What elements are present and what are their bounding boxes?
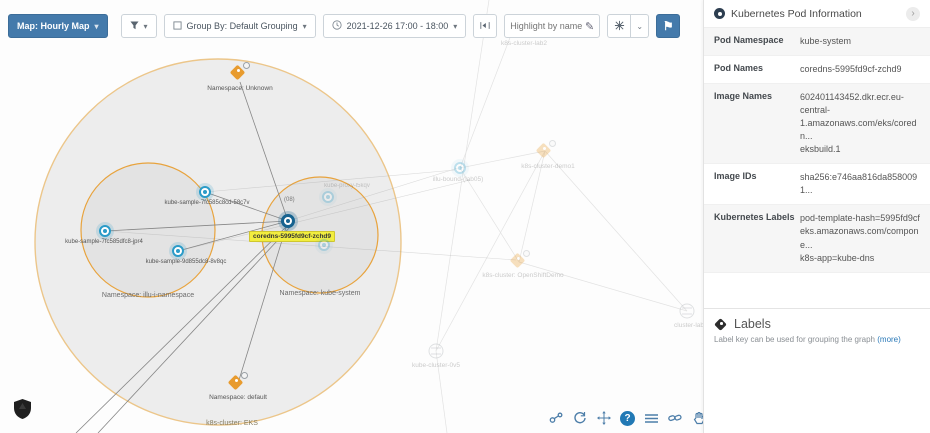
field-value: sha256:e746aa816da8580091... xyxy=(800,172,918,196)
panel-header: Kubernetes Pod Information › xyxy=(704,0,930,28)
field-row: Image IDs sha256:e746aa816da8580091... xyxy=(704,164,930,206)
labels-hint-text: Label key can be used for grouping the g… xyxy=(714,335,878,344)
faded-tag[interactable] xyxy=(508,250,530,272)
pod-info-panel: Kubernetes Pod Information › Pod Namespa… xyxy=(703,0,930,433)
namespace-default-tag[interactable] xyxy=(226,372,248,394)
group-by-button[interactable]: Group By: Default Grouping ▾ xyxy=(163,14,316,38)
map-type-button[interactable]: Map: Hourly Map ▾ xyxy=(8,14,108,38)
faded-pod-label: kube-proxy-l5kqv xyxy=(324,183,370,189)
panel-collapse-button[interactable]: › xyxy=(906,6,920,21)
field-label: Image IDs xyxy=(714,171,757,182)
right-group-label: Namespace: kube-system xyxy=(279,290,361,297)
selected-pod-label: coredns-5995fd9cf-zchd9 xyxy=(248,231,336,242)
field-row: Pod Names coredns-5995fd9cf-zchd9 xyxy=(704,56,930,85)
field-value: 602401143452.dkr.ecr.eu- central- 1.amaz… xyxy=(800,92,917,155)
cluster-label: k8s-cluster: EKS xyxy=(206,420,258,427)
faded-label: k8s-cluster-lab2 xyxy=(501,40,547,47)
pod-node[interactable] xyxy=(172,245,184,257)
pan-move-icon[interactable] xyxy=(596,410,612,426)
tag-hole xyxy=(237,69,240,72)
field-value: coredns-5995fd9cf-zchd9 xyxy=(800,64,902,75)
highlight-input[interactable] xyxy=(510,21,586,31)
field-value: pod-template-hash=5995fd9cf eks.amazonaw… xyxy=(800,213,920,263)
chevron-down-icon: ▾ xyxy=(453,21,458,31)
tag-badge xyxy=(243,62,250,69)
flag-icon: ⚑ xyxy=(662,19,674,33)
map-type-label: Map: Hourly Map xyxy=(17,21,90,31)
edge-count-label: (08) xyxy=(284,197,295,203)
collapse-groups-button[interactable] xyxy=(607,14,632,38)
refresh-icon[interactable] xyxy=(572,410,588,426)
date-range-label: 2021-12-26 17:00 - 18:00 xyxy=(346,21,449,31)
selected-pod-node[interactable] xyxy=(281,214,295,228)
filter-button[interactable]: ▾ xyxy=(120,14,157,38)
field-row: Pod Namespace kube-system xyxy=(704,28,930,57)
faded-label: k8s-cluster: OpenShiftDemo xyxy=(482,272,564,279)
layout-options-button[interactable]: ⌄ xyxy=(631,14,650,38)
pod-node[interactable] xyxy=(99,225,111,237)
legend-toggle-button[interactable]: ⚑ xyxy=(656,14,681,38)
top-toolbar: Map: Hourly Map ▾ ▾ Group By: Default Gr… xyxy=(8,14,681,38)
map-canvas[interactable]: Namespace: Unknown Namespace: default ku… xyxy=(0,0,704,433)
pod-node-label: kube-sample-9d855dc8-8v8qc xyxy=(145,259,227,265)
field-label: Kubernetes Labels xyxy=(714,212,795,223)
field-value: kube-system xyxy=(800,36,852,46)
top-tag-label: Namespace: Unknown xyxy=(207,85,273,92)
labels-more-link[interactable]: (more) xyxy=(877,335,901,344)
app-shield-logo xyxy=(14,399,31,424)
link-nodes-icon[interactable] xyxy=(548,410,564,426)
labels-title: Labels xyxy=(734,317,771,331)
bottom-tag-label: Namespace: default xyxy=(209,394,267,401)
faded-label: kube-cluster-0v5 xyxy=(411,362,461,369)
checkbox-icon xyxy=(172,20,182,32)
namespace-unknown-tag[interactable] xyxy=(228,62,250,84)
map-graph-svg[interactable] xyxy=(0,0,703,433)
help-icon[interactable]: ? xyxy=(620,410,635,426)
pencil-icon: ✎ xyxy=(585,20,595,33)
faded-pod-node[interactable] xyxy=(318,239,330,251)
tag-badge xyxy=(241,372,248,379)
chevron-down-icon: ▾ xyxy=(143,21,148,31)
clock-icon xyxy=(332,20,342,32)
label-tag-icon xyxy=(714,317,728,331)
faded-node[interactable] xyxy=(454,162,466,174)
faded-label: cluster-lab xyxy=(674,322,704,329)
faded-pod-node[interactable] xyxy=(322,191,334,203)
pod-node-label: kube-sample-7fc585c8cd-58c7v xyxy=(164,200,250,206)
field-label: Image Names xyxy=(714,91,773,102)
date-range-button[interactable]: 2021-12-26 17:00 - 18:00 ▾ xyxy=(322,14,467,38)
field-row: Image Names 602401143452.dkr.ecr.eu- cen… xyxy=(704,84,930,165)
pod-node-label: kube-sample-7fc585dfc8-jpr4 xyxy=(65,239,143,245)
group-by-label: Group By: Default Grouping xyxy=(186,21,298,31)
step-forward-button[interactable] xyxy=(473,14,498,38)
filter-funnel-icon xyxy=(129,20,139,32)
labels-section: Labels Label key can be used for groupin… xyxy=(704,308,930,352)
pod-node[interactable] xyxy=(199,186,211,198)
faded-label: illu-bound-(lab05) xyxy=(432,176,484,183)
pod-icon xyxy=(714,8,725,19)
field-label: Pod Namespace xyxy=(714,35,784,45)
chevron-down-icon: ▾ xyxy=(94,21,99,31)
field-row: Kubernetes Labels pod-template-hash=5995… xyxy=(704,205,930,273)
chevron-down-icon: ▾ xyxy=(302,21,307,31)
highlight-search: ✎ xyxy=(504,14,601,38)
list-icon[interactable] xyxy=(643,410,659,426)
expand-layout-icon xyxy=(614,20,625,33)
chevron-down-icon: ⌄ xyxy=(636,21,644,31)
faded-tag[interactable] xyxy=(534,140,556,162)
faded-label: k8s-cluster-demo1 xyxy=(521,163,575,170)
chain-link-icon[interactable] xyxy=(667,410,683,426)
step-forward-icon xyxy=(480,21,490,32)
left-group-label: Namespace: illu-i-namespace xyxy=(101,292,195,299)
tag-hole xyxy=(235,379,238,382)
panel-title: Kubernetes Pod Information xyxy=(731,7,862,20)
field-label: Pod Names xyxy=(714,63,764,74)
